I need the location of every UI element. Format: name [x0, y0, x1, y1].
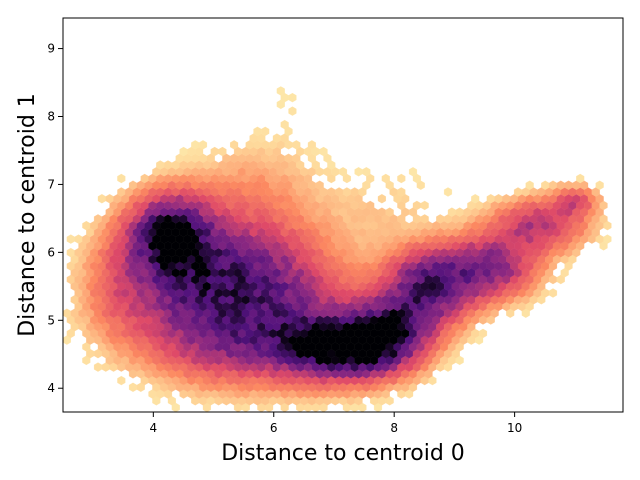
- hexbin-cell: [280, 119, 289, 130]
- hexbin-cell: [230, 140, 239, 150]
- hexbin-cell: [288, 106, 297, 116]
- hexbin-cell: [377, 194, 386, 204]
- hexbin-cell: [366, 200, 375, 211]
- hexbin-cell: [525, 180, 534, 190]
- hexbin-cell: [397, 187, 406, 197]
- hexbin-cell: [381, 173, 390, 184]
- x-axis-ticks: 4 6 8 10: [150, 412, 522, 435]
- hexbin-cell: [478, 328, 488, 339]
- hexbin-cell: [218, 146, 227, 157]
- hexbin-cell: [117, 173, 126, 184]
- hexbin-cell: [261, 126, 270, 137]
- hexbin-cell: [319, 146, 328, 157]
- plot-frame: [62, 17, 624, 413]
- y-tick-label: 9: [47, 42, 55, 56]
- y-tick-label: 7: [47, 177, 55, 191]
- hexbin-cell: [117, 375, 126, 386]
- hexbin-cell: [385, 207, 394, 217]
- hexbin-cell: [307, 140, 316, 150]
- hexbin-cell: [576, 173, 585, 184]
- hexbin-cell: [603, 234, 612, 244]
- x-tick-label: 4: [150, 421, 158, 435]
- x-axis-title: Distance to centroid 0: [221, 441, 465, 466]
- hexbin-cell: [288, 92, 297, 103]
- hexbin-cell: [443, 187, 453, 197]
- hexbin-cell: [408, 167, 418, 177]
- hexbin-cell: [198, 140, 208, 150]
- hexbin-cell: [362, 167, 371, 177]
- hexbin-cell: [548, 288, 558, 298]
- hexbin-cell: [595, 180, 604, 190]
- hexbin-cell: [397, 173, 406, 184]
- hexbin-cell: [315, 180, 324, 190]
- y-axis-title: Distance to centroid 1: [15, 93, 40, 337]
- hexbin-cell: [471, 194, 480, 204]
- x-tick-label: 6: [270, 421, 278, 435]
- x-tick-label: 8: [390, 421, 398, 435]
- hexbin-cells: [62, 86, 612, 413]
- hexbin-cell: [420, 214, 429, 224]
- hexbin-cell: [292, 140, 301, 150]
- y-tick-label: 4: [47, 381, 55, 395]
- hexbin-cell: [276, 86, 285, 96]
- y-tick-label: 8: [47, 110, 55, 124]
- hexbin-cell: [338, 167, 348, 177]
- y-axis-ticks: 4 5 6 7 8 9: [47, 42, 63, 395]
- hexbin-cell: [420, 200, 429, 211]
- y-tick-label: 5: [47, 313, 55, 327]
- x-tick-label: 10: [507, 421, 522, 435]
- y-tick-label: 6: [47, 245, 55, 259]
